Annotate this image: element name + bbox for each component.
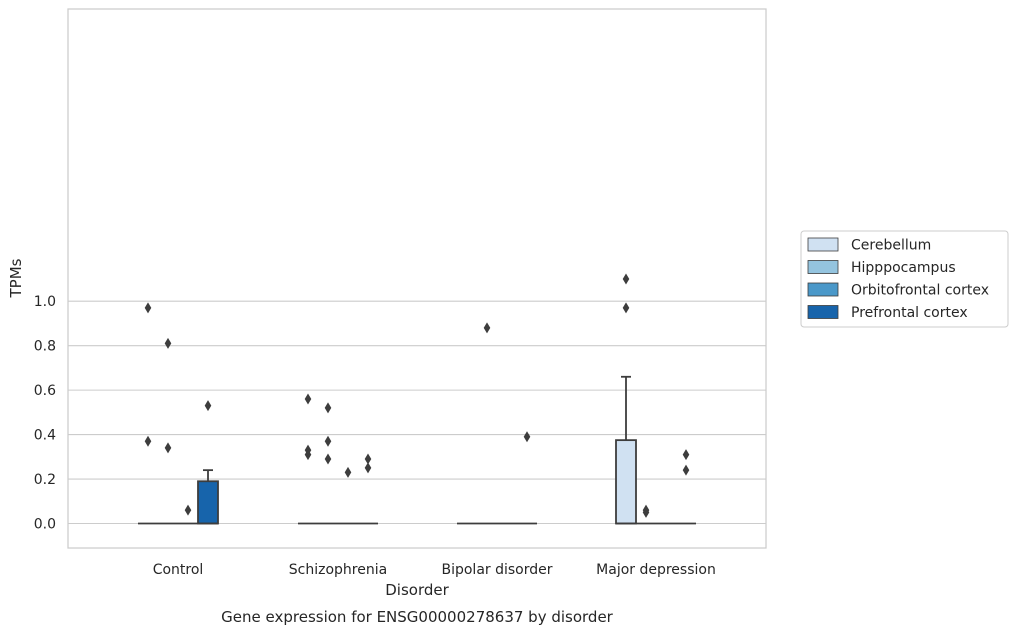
outlier-point [364, 462, 372, 474]
outlier-point [144, 435, 152, 447]
legend-swatch [807, 237, 839, 252]
outlier-point [164, 337, 172, 349]
legend-label: Prefrontal cortex [851, 305, 968, 321]
x-tick-label: Schizophrenia [289, 562, 387, 578]
y-tick-label: 0.4 [34, 428, 56, 444]
legend: Cerebellum Hipppocampus Orbitofrontal cort… [800, 230, 1009, 328]
outlier-point [324, 435, 332, 447]
plot-frame [67, 8, 767, 549]
box-group [298, 393, 318, 525]
x-tick-label: Control [153, 562, 204, 578]
x-axis-ticks: Control Schizophrenia Bipolar disorder Majo… [153, 562, 716, 578]
outlier-point [204, 400, 212, 412]
legend-swatch [807, 282, 839, 297]
box-group [477, 322, 497, 525]
outlier-point [184, 504, 192, 516]
box [615, 439, 637, 525]
box-group [158, 337, 178, 525]
outlier-point [622, 273, 630, 285]
box-group [138, 302, 158, 525]
outlier-point [344, 466, 352, 478]
box-marks [138, 273, 696, 525]
legend-swatch [807, 305, 839, 319]
outlier-point [682, 449, 690, 461]
x-axis-label: Disorder [385, 581, 449, 599]
box-group [197, 400, 219, 525]
legend-label: Orbitofrontal cortex [851, 283, 989, 299]
outlier-point [144, 302, 152, 314]
figure-caption: Gene expression for ENSG00000278637 by d… [221, 608, 614, 626]
box-group [517, 431, 537, 525]
x-tick-label: Major depression [596, 562, 716, 578]
outlier-point [324, 402, 332, 414]
y-tick-label: 0.6 [34, 383, 56, 399]
box-group [615, 273, 637, 525]
outlier-point [304, 444, 312, 456]
box [197, 480, 219, 525]
gridlines [68, 300, 766, 525]
outlier-point [304, 393, 312, 405]
outlier-point [622, 302, 630, 314]
box-group [318, 402, 338, 525]
legend-label: Cerebellum [851, 238, 931, 254]
outlier-point [324, 453, 332, 465]
box-group [676, 449, 696, 525]
y-tick-label: 0.8 [34, 339, 56, 355]
y-axis-ticks: 0.0 0.2 0.4 0.6 0.8 1.0 [34, 294, 56, 532]
box-group [636, 504, 656, 525]
legend-swatch [807, 260, 839, 274]
outlier-point [682, 464, 690, 476]
outlier-point [164, 442, 172, 454]
box-group [178, 504, 198, 525]
y-tick-label: 0.0 [34, 517, 56, 533]
outlier-point [364, 453, 372, 465]
y-axis-label: TPMs [7, 258, 25, 298]
outlier-point [483, 322, 491, 334]
legend-frame [800, 230, 1009, 328]
y-tick-label: 1.0 [34, 294, 56, 310]
y-tick-label: 0.2 [34, 472, 56, 488]
box-group [358, 453, 378, 525]
outlier-point [523, 431, 531, 443]
outlier-point [642, 504, 650, 516]
x-tick-label: Bipolar disorder [441, 562, 552, 578]
legend-label: Hipppocampus [851, 260, 956, 276]
box-group [338, 466, 358, 525]
